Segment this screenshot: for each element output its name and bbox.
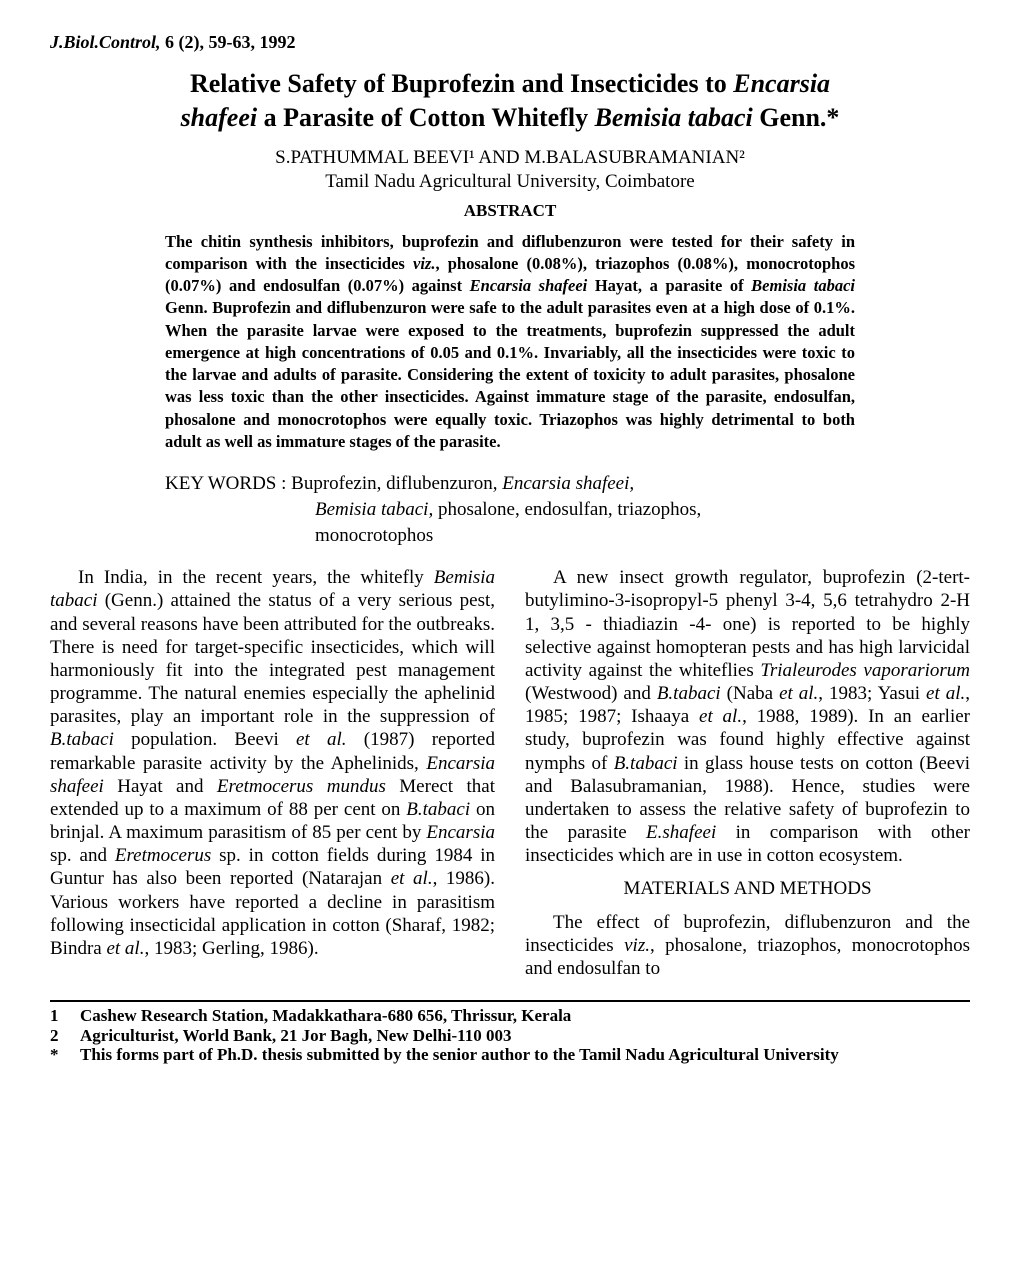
title-text-3: Genn.* — [753, 103, 840, 132]
keywords: KEY WORDS : Buprofezin, diflubenzuron, E… — [165, 471, 855, 548]
c2t2: Trialeurodes vaporariorum — [760, 660, 970, 681]
abstract-text: The chitin synthesis inhibitors, buprofe… — [165, 231, 855, 454]
footnote-1-text: Cashew Research Station, Madakkathara-68… — [80, 1006, 970, 1026]
column-left: In India, in the recent years, the white… — [50, 566, 495, 984]
c2t10: et al. — [699, 706, 742, 727]
abstract-p7: Genn. Buprofezin and diflubenzuron were … — [165, 298, 855, 451]
footnote-1: 1 Cashew Research Station, Madakkathara-… — [50, 1006, 970, 1026]
col2-para2: The effect of buprofezin, diflubenzuron … — [525, 911, 970, 981]
c2t4: B.tabaci — [657, 683, 721, 704]
c2t7: , 1983; Yasui — [818, 683, 926, 704]
footnote-2: 2 Agriculturist, World Bank, 21 Jor Bagh… — [50, 1026, 970, 1046]
footnote-2-text: Agriculturist, World Bank, 21 Jor Bagh, … — [80, 1026, 970, 1046]
title-species-3: Bemisia tabaci — [595, 103, 753, 132]
materials-heading: MATERIALS AND METHODS — [525, 877, 970, 900]
authors: S.PATHUMMAL BEEVI¹ AND M.BALASUBRAMANIAN… — [50, 147, 970, 169]
column-right: A new insect growth regulator, buprofezi… — [525, 566, 970, 984]
keywords-1b: Encarsia shafeei, — [502, 473, 634, 494]
c1t16: Eretmocerus — [115, 845, 211, 866]
footnotes: 1 Cashew Research Station, Madakkathara-… — [50, 1006, 970, 1065]
keywords-1a: Buprofezin, diflubenzuron, — [291, 473, 502, 494]
abstract-p2: viz. — [413, 254, 435, 273]
abstract-p4: Encarsia shafeei — [470, 276, 588, 295]
keywords-2b: phosalone, endosulfan, triazophos, — [433, 499, 701, 520]
c1t18: et al. — [391, 868, 433, 889]
abstract-p5: Hayat, a parasite of — [587, 276, 751, 295]
c1t20: et al. — [106, 938, 144, 959]
c1t15: sp. and — [50, 845, 115, 866]
c1t6: et al. — [296, 729, 347, 750]
article-title: Relative Safety of Buprofezin and Insect… — [70, 67, 950, 135]
footnote-3: * This forms part of Ph.D. thesis submit… — [50, 1045, 970, 1065]
c2t6: et al. — [779, 683, 818, 704]
abstract-heading: ABSTRACT — [50, 201, 970, 221]
col1-para1: In India, in the recent years, the white… — [50, 566, 495, 960]
c1t5: population. Beevi — [114, 729, 296, 750]
affiliation: Tamil Nadu Agricultural University, Coim… — [50, 171, 970, 193]
c1t9: Hayat and — [104, 776, 217, 797]
title-text-1: Relative Safety of Buprofezin and Insect… — [190, 69, 733, 98]
footer-divider — [50, 1000, 970, 1002]
c1t12: B.tabaci — [406, 799, 470, 820]
c1t4: B.tabaci — [50, 729, 114, 750]
c1t14: Encarsia — [426, 822, 495, 843]
title-species-2: shafeei — [181, 103, 258, 132]
body-columns: In India, in the recent years, the white… — [50, 566, 970, 984]
c2p2t2: viz. — [624, 935, 650, 956]
footnote-1-num: 1 — [50, 1006, 80, 1026]
journal-name: J.Biol.Control, — [50, 32, 161, 52]
c1t3: (Genn.) attained the status of a very se… — [50, 590, 495, 727]
title-species-1: Encarsia — [733, 69, 830, 98]
journal-header: J.Biol.Control, 6 (2), 59-63, 1992 — [50, 32, 970, 53]
keywords-2a: Bemisia tabaci, — [315, 499, 433, 520]
c1t21: , 1983; Gerling, 1986). — [144, 938, 318, 959]
c2t14: E.shafeei — [646, 822, 716, 843]
footnote-3-text: This forms part of Ph.D. thesis submitte… — [80, 1045, 970, 1065]
footnote-3-num: * — [50, 1045, 80, 1065]
footnote-2-num: 2 — [50, 1026, 80, 1046]
col2-para1: A new insect growth regulator, buprofezi… — [525, 566, 970, 867]
journal-volume: 6 (2), 59-63, 1992 — [165, 32, 295, 52]
keywords-3: monocrotophos — [315, 523, 855, 549]
c2t8: et al. — [926, 683, 965, 704]
c2t3: (Westwood) and — [525, 683, 657, 704]
c1t1: In India, in the recent years, the white… — [78, 567, 434, 588]
c2t5: (Naba — [721, 683, 779, 704]
c1t10: Eretmocerus mundus — [217, 776, 386, 797]
keywords-label: KEY WORDS : — [165, 473, 291, 494]
c2t12: B.tabaci — [614, 753, 678, 774]
title-text-2: a Parasite of Cotton Whitefly — [257, 103, 594, 132]
abstract-p6: Bemisia tabaci — [751, 276, 855, 295]
